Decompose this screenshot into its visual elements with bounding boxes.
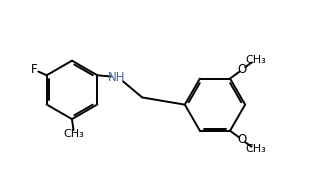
Text: NH: NH <box>108 71 125 84</box>
Text: CH₃: CH₃ <box>245 144 266 154</box>
Text: CH₃: CH₃ <box>245 55 266 65</box>
Text: CH₃: CH₃ <box>63 129 84 139</box>
Text: F: F <box>30 63 37 76</box>
Text: O: O <box>238 133 247 146</box>
Text: O: O <box>238 63 247 76</box>
